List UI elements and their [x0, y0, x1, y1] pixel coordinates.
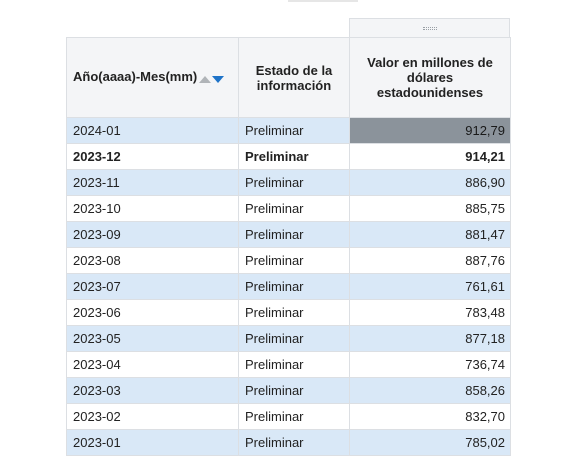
cell-status: Preliminar	[238, 299, 350, 326]
cell-value: 914,21	[349, 143, 511, 170]
cell-value: 761,61	[349, 273, 511, 300]
table-row[interactable]: 2023-08 Preliminar 887,76	[66, 247, 511, 274]
header-row: Año(aaaa)-Mes(mm) Estado de la informaci…	[66, 37, 511, 118]
cell-value: 881,47	[349, 221, 511, 248]
table-row[interactable]: 2023-12 Preliminar 914,21	[66, 143, 511, 170]
cell-status: Preliminar	[238, 325, 350, 352]
cell-value: 887,76	[349, 247, 511, 274]
sort-ascending-icon[interactable]	[199, 75, 212, 83]
cell-status: Preliminar	[238, 169, 350, 196]
cell-value: 885,75	[349, 195, 511, 222]
cell-status: Preliminar	[238, 117, 350, 144]
cell-status: Preliminar	[238, 143, 350, 170]
cell-period: 2023-06	[66, 299, 239, 326]
cell-period: 2023-07	[66, 273, 239, 300]
column-header-value-label: Valor en millones de dólares estadounide…	[367, 55, 493, 100]
top-tab-strip	[288, 0, 358, 2]
table-row[interactable]: 2023-05 Preliminar 877,18	[66, 325, 511, 352]
cell-period: 2023-08	[66, 247, 239, 274]
data-table: Año(aaaa)-Mes(mm) Estado de la informaci…	[66, 37, 511, 456]
cell-status: Preliminar	[238, 377, 350, 404]
cell-value: 736,74	[349, 351, 511, 378]
table-row[interactable]: 2023-10 Preliminar 885,75	[66, 195, 511, 222]
column-header-status-label: Estado de la información	[255, 62, 333, 93]
cell-status: Preliminar	[238, 351, 350, 378]
column-header-period-label: Año(aaaa)-Mes(mm)	[73, 69, 198, 85]
grip-icon	[423, 27, 437, 30]
column-header-period[interactable]: Año(aaaa)-Mes(mm)	[66, 37, 239, 118]
table-row[interactable]: 2023-07 Preliminar 761,61	[66, 273, 511, 300]
table-row[interactable]: 2023-04 Preliminar 736,74	[66, 351, 511, 378]
column-header-value[interactable]: Valor en millones de dólares estadounide…	[349, 37, 511, 118]
cell-value: 912,79	[349, 117, 511, 144]
cell-status: Preliminar	[238, 247, 350, 274]
cell-period: 2023-05	[66, 325, 239, 352]
cell-period: 2024-01	[66, 117, 239, 144]
cell-status: Preliminar	[238, 221, 350, 248]
cell-status: Preliminar	[238, 403, 350, 430]
cell-period: 2023-04	[66, 351, 239, 378]
column-header-status[interactable]: Estado de la información	[238, 37, 350, 118]
cell-status: Preliminar	[238, 273, 350, 300]
cell-value: 832,70	[349, 403, 511, 430]
cell-value: 877,18	[349, 325, 511, 352]
sort-control[interactable]	[199, 71, 225, 86]
cell-period: 2023-12	[66, 143, 239, 170]
cell-period: 2023-02	[66, 403, 239, 430]
sort-descending-icon[interactable]	[212, 75, 225, 83]
cell-value: 886,90	[349, 169, 511, 196]
cell-period: 2023-10	[66, 195, 239, 222]
cell-period: 2023-03	[66, 377, 239, 404]
cell-period: 2023-09	[66, 221, 239, 248]
cell-period: 2023-11	[66, 169, 239, 196]
table-row[interactable]: 2023-11 Preliminar 886,90	[66, 169, 511, 196]
column-drag-handle[interactable]	[349, 18, 510, 37]
table-row[interactable]: 2024-01 Preliminar 912,79	[66, 117, 511, 144]
cell-value: 783,48	[349, 299, 511, 326]
table-row[interactable]: 2023-03 Preliminar 858,26	[66, 377, 511, 404]
table-row[interactable]: 2023-06 Preliminar 783,48	[66, 299, 511, 326]
table-row[interactable]: 2023-09 Preliminar 881,47	[66, 221, 511, 248]
cell-value: 858,26	[349, 377, 511, 404]
table-row[interactable]: 2023-02 Preliminar 832,70	[66, 403, 511, 430]
cell-status: Preliminar	[238, 195, 350, 222]
